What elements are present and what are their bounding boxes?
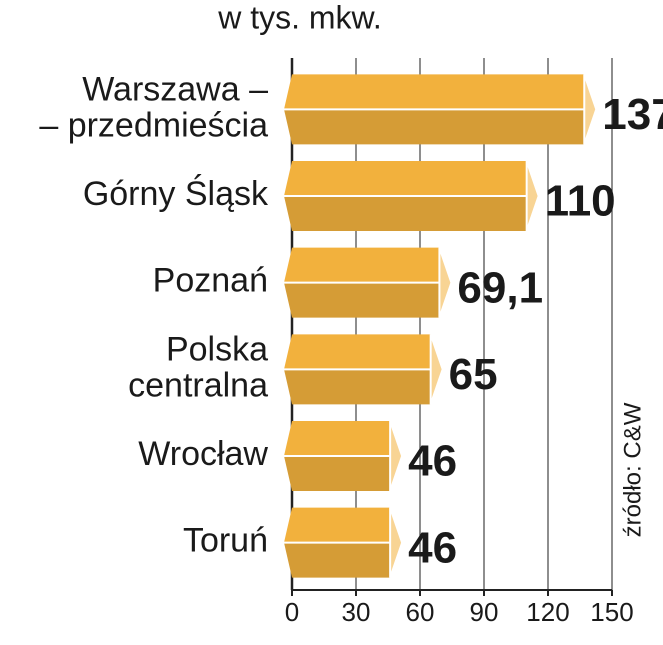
bar-cap — [525, 160, 540, 232]
category-label: Wrocław — [138, 435, 268, 473]
value-label: 110 — [545, 177, 616, 226]
category-label: Polska — [166, 330, 268, 368]
x-tick-label: 120 — [526, 597, 569, 627]
grid — [290, 58, 613, 590]
bar-top — [284, 507, 391, 543]
category-label: Warszawa – — [82, 70, 268, 108]
bar-cap — [438, 247, 453, 318]
category-label: Poznań — [153, 262, 268, 300]
category-label: centralna — [128, 366, 268, 404]
bar-top — [284, 161, 527, 196]
bar — [284, 334, 444, 405]
bar-bottom — [284, 282, 440, 318]
x-tick-label: 60 — [406, 597, 435, 627]
bar-cap — [583, 74, 598, 145]
chart-title: w tys. mkw. — [217, 0, 382, 35]
x-tick-label: 30 — [342, 597, 371, 627]
value-label: 69,1 — [457, 263, 543, 312]
value-label: 137 — [602, 90, 663, 139]
bar-cap — [429, 334, 444, 405]
bar-bottom — [284, 369, 431, 405]
bar-top — [284, 334, 431, 370]
bar-top — [284, 74, 585, 110]
bar-cap — [389, 507, 404, 578]
bar-top — [284, 421, 391, 456]
x-tick-label: 90 — [470, 597, 499, 627]
bar-bottom — [284, 542, 391, 578]
value-label: 46 — [408, 523, 457, 572]
bar-top — [284, 247, 440, 283]
bar — [284, 74, 598, 145]
bar-bottom — [284, 456, 391, 491]
bar-bottom — [284, 196, 527, 231]
category-label: Toruń — [183, 522, 268, 560]
category-label: – przedmieścia — [39, 106, 268, 144]
bar-cap — [389, 420, 404, 492]
bar — [284, 247, 453, 318]
value-label: 65 — [449, 350, 498, 399]
x-tick-label: 150 — [590, 597, 633, 627]
bar-bottom — [284, 109, 585, 145]
category-label: Górny Śląsk — [83, 174, 269, 213]
bar — [284, 160, 540, 232]
bar — [284, 507, 404, 578]
source-note: źródło: C&W — [619, 402, 646, 537]
bar — [284, 420, 404, 492]
value-label: 46 — [408, 437, 457, 486]
x-tick-label: 0 — [285, 597, 299, 627]
